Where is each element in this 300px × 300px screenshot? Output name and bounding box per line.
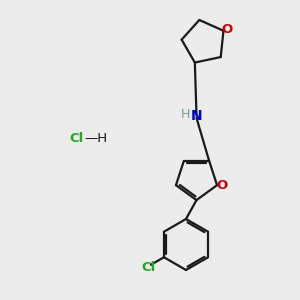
Text: —H: —H [85,131,108,145]
Text: O: O [216,179,227,192]
Text: H: H [180,108,190,122]
Text: Cl: Cl [141,261,156,274]
Text: N: N [191,109,202,122]
Text: Cl: Cl [70,131,84,145]
Text: O: O [221,23,233,36]
